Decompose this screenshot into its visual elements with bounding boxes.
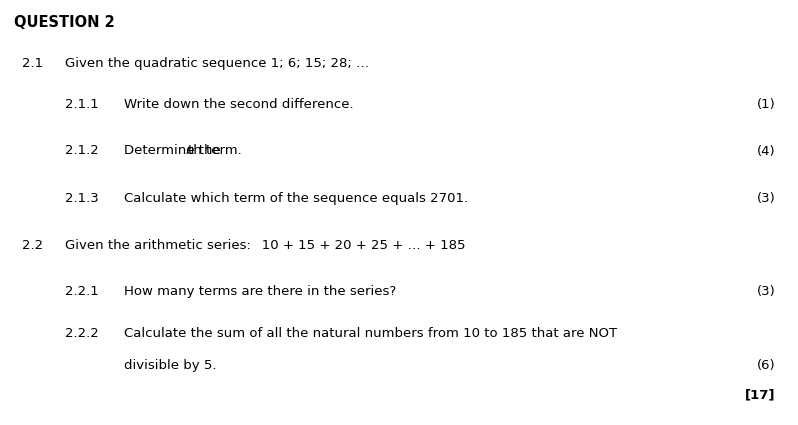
Text: n: n <box>185 144 194 158</box>
Text: Given the arithmetic series:  10 + 15 + 20 + 25 + … + 185: Given the arithmetic series: 10 + 15 + 2… <box>65 239 466 252</box>
Text: 2.2: 2.2 <box>22 239 43 252</box>
Text: 2.2.1: 2.2.1 <box>65 285 99 298</box>
Text: (3): (3) <box>757 285 776 298</box>
Text: Calculate which term of the sequence equals 2701.: Calculate which term of the sequence equ… <box>124 192 468 205</box>
Text: (3): (3) <box>757 192 776 205</box>
Text: divisible by 5.: divisible by 5. <box>124 359 216 372</box>
Text: Write down the second difference.: Write down the second difference. <box>124 98 354 111</box>
Text: Determine the: Determine the <box>124 144 223 158</box>
Text: 2.1: 2.1 <box>22 57 43 71</box>
Text: (1): (1) <box>757 98 776 111</box>
Text: 2.2.2: 2.2.2 <box>65 327 99 340</box>
Text: Calculate the sum of all the natural numbers from 10 to 185 that are NOT: Calculate the sum of all the natural num… <box>124 327 617 340</box>
Text: [17]: [17] <box>745 389 776 402</box>
Text: How many terms are there in the series?: How many terms are there in the series? <box>124 285 396 298</box>
Text: QUESTION 2: QUESTION 2 <box>14 15 115 30</box>
Text: Given the quadratic sequence 1; 6; 15; 28; …: Given the quadratic sequence 1; 6; 15; 2… <box>65 57 369 71</box>
Text: th term.: th term. <box>188 144 242 158</box>
Text: 2.1.1: 2.1.1 <box>65 98 99 111</box>
Text: (6): (6) <box>757 359 776 372</box>
Text: 2.1.3: 2.1.3 <box>65 192 99 205</box>
Text: 2.1.2: 2.1.2 <box>65 144 99 158</box>
Text: (4): (4) <box>757 144 776 158</box>
